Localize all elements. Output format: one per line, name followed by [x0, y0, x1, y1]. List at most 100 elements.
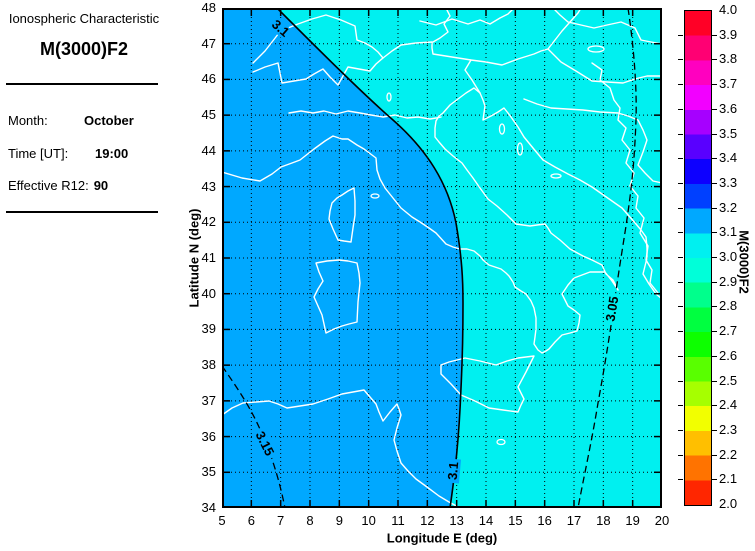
colorbar-tick-mark — [712, 257, 717, 258]
sidebar: Ionospheric Characteristic M(3000)F2 Mon… — [0, 0, 180, 551]
po-river — [288, 110, 442, 120]
x-tick-label: 18 — [596, 513, 611, 528]
y-tick-label: 37 — [201, 392, 216, 408]
colorbar-tick-label: 2.4 — [719, 397, 738, 413]
x-tick-label: 8 — [306, 513, 314, 528]
colorbar-tick-mark — [678, 405, 683, 407]
colorbar-tick-label: 3.4 — [719, 150, 738, 166]
lake-garda — [386, 92, 392, 102]
colorbar-tick-label: 3.6 — [719, 100, 738, 116]
y-tick-label: 34 — [201, 500, 216, 515]
time-label: Time [UT]: — [8, 146, 69, 161]
x-tick-label: 16 — [537, 513, 552, 528]
colorbar-tick-label: 2.5 — [719, 372, 738, 388]
svg-text:3.1: 3.1 — [445, 461, 462, 480]
y-tick-label: 44 — [201, 142, 216, 158]
balkan-inland-border — [591, 62, 659, 294]
colorbar-tick-mark — [678, 257, 683, 258]
colorbar-tick-label: 3.2 — [719, 199, 738, 215]
y-tick-label: 42 — [201, 214, 216, 230]
colorbar-tick-label: 3.5 — [719, 125, 738, 141]
colorbar-tick-mark — [678, 207, 683, 209]
x-tick-label: 17 — [566, 513, 582, 528]
x-tick-label: 5 — [218, 513, 226, 528]
x-axis-title: Longitude E (deg) — [386, 530, 498, 546]
x-tick-label: 6 — [247, 513, 255, 528]
colorbar-title: M(3000)F2 — [736, 230, 752, 294]
month-row: Month: October — [8, 113, 178, 128]
colorbar-tick-label: 3.9 — [719, 26, 738, 42]
colorbar-tick-mark — [678, 380, 683, 382]
y-tick-label: 40 — [201, 285, 216, 301]
colorbar-tick-mark — [712, 306, 717, 308]
sardinia-coastline — [313, 259, 361, 334]
colorbar-tick-mark — [712, 479, 717, 481]
y-tick-label: 36 — [201, 428, 216, 444]
colorbar-tick-mark — [712, 182, 717, 184]
colorbar-tick-mark — [712, 454, 717, 456]
colorbar-tick-mark — [678, 232, 683, 234]
colorbar-tick-mark — [712, 331, 717, 333]
colorbar-tick-mark — [712, 429, 717, 431]
contour-lines — [222, 8, 637, 508]
colorbar-tick-mark — [712, 281, 717, 283]
colorbar-tick-label: 2.3 — [719, 421, 738, 437]
sava-river-border — [523, 98, 662, 184]
colorbar-tick-mark — [678, 108, 683, 110]
africa-coastline — [222, 389, 461, 508]
y-tick-label: 47 — [201, 35, 216, 51]
colorbar-tick-mark — [712, 108, 717, 110]
colorbar-tick-mark — [678, 454, 683, 456]
colorbar-tick-label: 2.8 — [719, 298, 738, 314]
r12-label: Effective R12: — [8, 178, 89, 193]
colorbar-tick-mark — [678, 331, 683, 333]
colorbar-tick-mark — [712, 207, 717, 209]
characteristic-name: M(3000)F2 — [39, 39, 129, 59]
x-tick-label: 19 — [625, 513, 640, 528]
y-tick-label: 41 — [201, 250, 216, 265]
x-tick-label: 11 — [391, 513, 405, 528]
sidebar-title: Ionospheric Characteristic — [8, 11, 160, 26]
colorbar-tick-label: 2.2 — [719, 446, 738, 462]
colorbar-tick-label: 2.0 — [719, 496, 738, 511]
contour-3-1 — [276, 8, 464, 508]
colorbar-tick-mark — [678, 84, 683, 86]
corsica-coastline — [328, 187, 356, 243]
colorbar-tick-mark — [712, 34, 717, 36]
colorbar-tick-mark — [678, 281, 683, 283]
axis-ticks — [222, 8, 662, 508]
sicily-coastline — [440, 355, 535, 413]
border-line — [547, 8, 582, 50]
x-tick-label: 10 — [361, 513, 376, 528]
colorbar-tick-label: 2.1 — [719, 471, 738, 487]
colorbar-tick-label: 3.0 — [719, 249, 738, 264]
x-tick-label: 20 — [654, 513, 670, 528]
r12-row: Effective R12: 90 — [8, 178, 178, 193]
colorbar-tick-mark — [712, 380, 717, 382]
x-tick-label: 14 — [478, 513, 494, 528]
colorbar-tick-label: 3.1 — [719, 224, 738, 240]
border-line — [419, 8, 515, 26]
colorbar-tick-mark — [678, 429, 683, 431]
x-tick-label: 12 — [420, 513, 435, 528]
x-tick-label: 7 — [277, 513, 285, 528]
y-tick-label: 45 — [201, 107, 216, 123]
map-canvas: 3.1 3.1 3.15 3.05 — [222, 8, 662, 508]
colorbar-tick-mark — [712, 158, 717, 160]
colorbar-tick-mark — [678, 59, 683, 61]
coastlines — [222, 8, 662, 508]
colorbar-tick-mark — [678, 182, 683, 184]
contour-label-3-05: 3.05 — [603, 292, 622, 326]
y-tick-label: 39 — [201, 321, 216, 337]
colorbar-tick-label: 3.8 — [719, 51, 738, 67]
lake-balaton — [587, 45, 605, 53]
y-tick-label: 48 — [201, 0, 216, 15]
border-line — [464, 59, 481, 94]
x-tick-label: 9 — [335, 513, 343, 528]
colorbar-tick-mark — [712, 59, 717, 61]
colorbar-tick-mark — [678, 34, 683, 36]
y-tick-label: 46 — [201, 71, 216, 87]
island — [516, 142, 524, 156]
colorbar-tick-label: 2.7 — [719, 323, 738, 339]
